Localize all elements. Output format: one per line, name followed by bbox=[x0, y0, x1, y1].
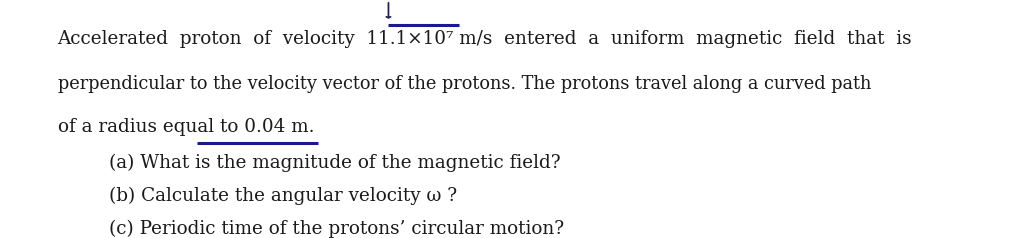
Text: perpendicular to the velocity vector of the protons. The protons travel along a : perpendicular to the velocity vector of … bbox=[58, 75, 871, 94]
Text: (a) What is the magnitude of the magnetic field?: (a) What is the magnitude of the magneti… bbox=[109, 154, 561, 172]
Text: of a radius equal to 0.04 m.: of a radius equal to 0.04 m. bbox=[58, 118, 314, 136]
Text: Accelerated  proton  of  velocity  11.1×10⁷ m/s  entered  a  uniform  magnetic  : Accelerated proton of velocity 11.1×10⁷ … bbox=[58, 30, 912, 48]
Text: (b) Calculate the angular velocity ω ?: (b) Calculate the angular velocity ω ? bbox=[109, 187, 457, 205]
Text: (c) Periodic time of the protons’ circular motion?: (c) Periodic time of the protons’ circul… bbox=[109, 220, 564, 238]
